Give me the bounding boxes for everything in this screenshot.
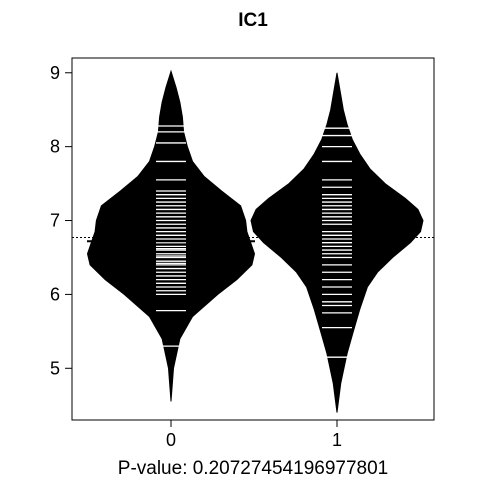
- bean-0: [86, 69, 256, 402]
- plot-area: [72, 69, 434, 413]
- x-axis-label: P-value: 0.20727454196977801: [118, 458, 388, 479]
- x-tick-label: 0: [166, 430, 176, 450]
- chart-title: IC1: [238, 10, 268, 31]
- y-tick-label: 9: [50, 63, 60, 83]
- y-tick-label: 6: [50, 284, 60, 304]
- y-tick-label: 8: [50, 137, 60, 157]
- y-tick-label: 5: [50, 358, 60, 378]
- y-axis: 5 6 7 8 9: [50, 63, 72, 378]
- y-tick-label: 7: [50, 211, 60, 231]
- plot-frame: [71, 57, 435, 421]
- x-tick-label: 1: [332, 430, 342, 450]
